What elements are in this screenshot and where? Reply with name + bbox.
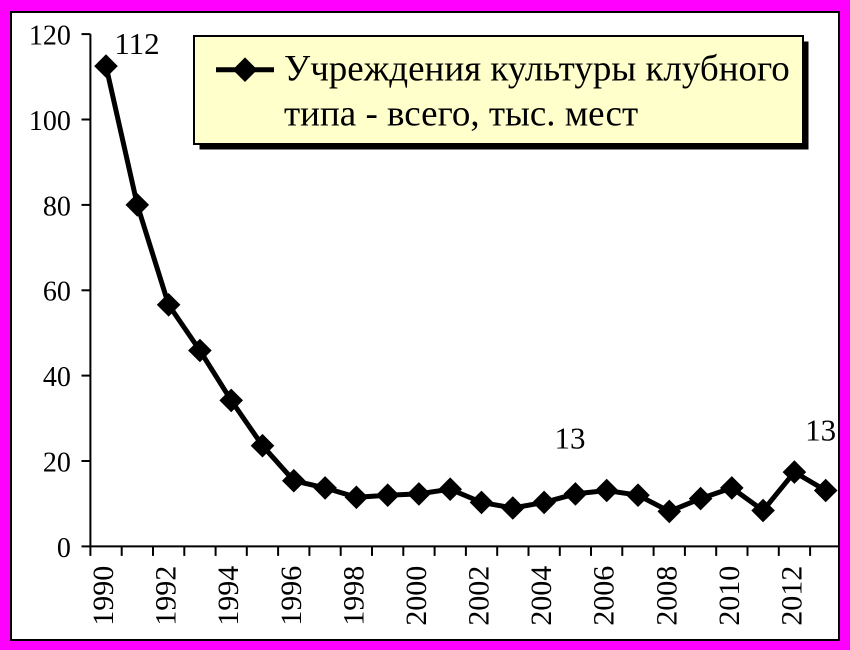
svg-text:2004: 2004	[525, 566, 558, 626]
svg-text:80: 80	[43, 191, 71, 222]
svg-text:2010: 2010	[713, 566, 746, 626]
svg-text:1992: 1992	[150, 566, 183, 626]
svg-text:1998: 1998	[337, 566, 370, 626]
svg-text:100: 100	[29, 106, 71, 137]
svg-text:120: 120	[29, 21, 71, 52]
svg-text:2006: 2006	[588, 566, 621, 626]
svg-text:20: 20	[43, 447, 71, 478]
svg-text:1996: 1996	[275, 566, 308, 626]
svg-text:2008: 2008	[650, 566, 683, 626]
svg-text:112: 112	[114, 26, 159, 61]
svg-text:Учреждения культуры клубного: Учреждения культуры клубного	[284, 49, 790, 90]
svg-text:2012: 2012	[775, 566, 808, 626]
svg-text:0: 0	[57, 533, 71, 564]
svg-text:13: 13	[555, 421, 586, 456]
svg-text:1994: 1994	[212, 566, 245, 626]
svg-text:13: 13	[805, 413, 836, 448]
svg-text:2002: 2002	[463, 566, 496, 626]
svg-text:типа - всего, тыс. мест: типа - всего, тыс. мест	[284, 94, 638, 135]
svg-text:60: 60	[43, 277, 71, 308]
svg-text:40: 40	[43, 362, 71, 393]
svg-text:2000: 2000	[400, 566, 433, 626]
svg-text:1990: 1990	[87, 566, 120, 626]
